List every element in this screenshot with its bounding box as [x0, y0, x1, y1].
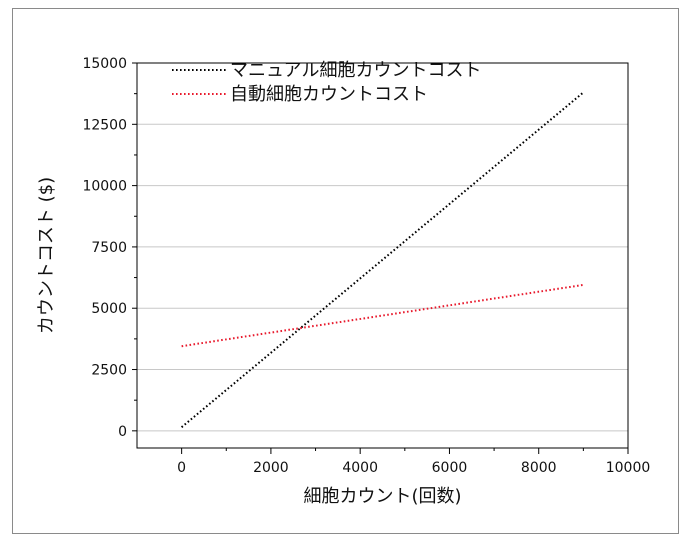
ticks: 0 2500 5000 7500 10000 12500 15000 0 2000 4000 600… [82, 56, 650, 476]
x-tick-label: 10000 [606, 460, 651, 476]
x-axis-title: 細胞カウント(回数) [303, 486, 461, 507]
series-lines [180, 91, 585, 428]
y-tick-label: 5000 [91, 301, 127, 317]
series-line-1 [180, 91, 585, 428]
x-tick-label: 2000 [253, 460, 289, 476]
chart-frame [12, 8, 679, 534]
plot-area-border [136, 62, 629, 449]
y-tick-label: 12500 [82, 117, 127, 133]
y-tick-label: 0 [118, 424, 127, 440]
x-tick-label: 4000 [342, 460, 378, 476]
legend-label-2: 自動細胞カウントコスト [230, 84, 428, 105]
legend-label-1: マニュアル細胞カウントコスト [230, 60, 481, 81]
y-tick-label: 10000 [82, 179, 127, 195]
series-line-2 [181, 283, 584, 348]
y-tick-label: 7500 [91, 240, 127, 256]
x-tick-label: 8000 [521, 460, 557, 476]
y-tick-label: 15000 [82, 56, 127, 72]
x-tick-label: 6000 [432, 460, 468, 476]
x-tick-label: 0 [177, 460, 186, 476]
axes [136, 62, 629, 449]
y-tick-label: 2500 [91, 363, 127, 379]
grid-lines [137, 62, 628, 432]
y-axis-title: カウントコスト ($) [36, 177, 57, 334]
